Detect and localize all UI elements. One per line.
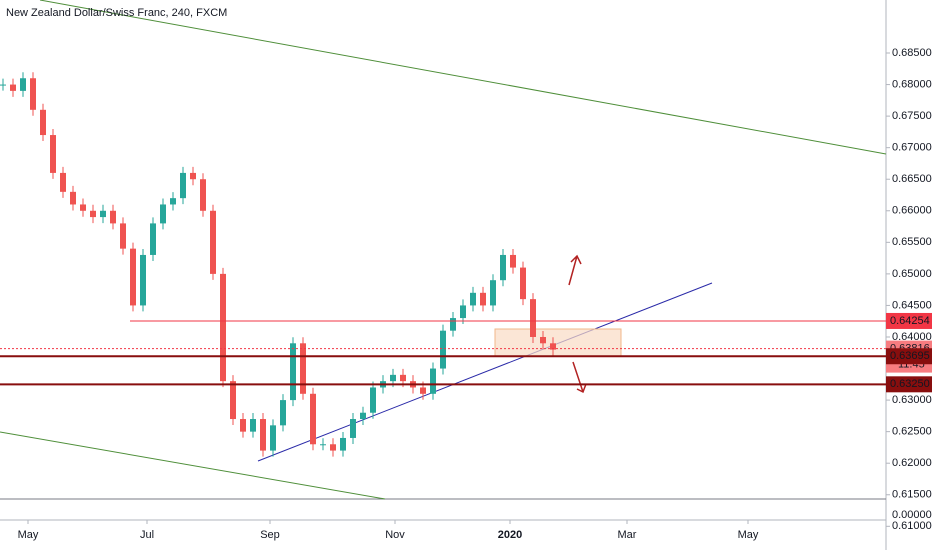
candle (230, 381, 236, 420)
price-tag-label: 0.64254 (890, 315, 930, 327)
chart-title: New Zealand Dollar/Swiss Franc, 240, FXC… (6, 7, 227, 19)
y-tick-label: 0.66500 (892, 173, 932, 185)
x-tick-label: Jul (140, 529, 154, 541)
candle (360, 412, 366, 420)
candle (540, 336, 546, 344)
candle (280, 400, 286, 426)
price-tag-label: 0.63250 (890, 378, 930, 390)
x-tick-label: Nov (385, 529, 405, 541)
candle (30, 78, 36, 110)
candle (190, 172, 196, 180)
x-tick-label: Mar (618, 529, 637, 541)
candle (160, 204, 166, 224)
y-tick-label: 0.66000 (892, 205, 932, 217)
trend-line (257, 282, 713, 462)
y-tick-label: 0.67000 (892, 142, 932, 154)
x-tick-label: 2020 (498, 529, 522, 541)
y-tick-label: 0.63000 (892, 394, 932, 406)
candle (70, 191, 76, 205)
price-tag (886, 312, 932, 329)
candle (420, 387, 426, 394)
candle (130, 248, 136, 306)
candle (110, 210, 116, 224)
y-tick-label: 0.67500 (892, 110, 932, 122)
y-tick-label: 0.65000 (892, 268, 932, 280)
price-tag-label: 0.63695 (890, 350, 930, 362)
y-tick-label: 0.64000 (892, 331, 932, 343)
candle (240, 419, 246, 432)
candle (40, 109, 46, 136)
candle (550, 343, 556, 350)
x-tick-label: May (738, 529, 759, 541)
y-tick-label: 0.62000 (892, 457, 932, 469)
candle (340, 437, 346, 451)
candle (150, 223, 156, 255)
candle (80, 204, 86, 211)
candle (0, 84, 6, 86)
y-tick-label: 0.68000 (892, 78, 932, 90)
price-tag (886, 348, 932, 365)
candle (460, 305, 466, 319)
candle (260, 419, 266, 451)
candle (300, 343, 306, 394)
channel-bottom-line (0, 431, 386, 500)
candle (50, 135, 56, 173)
candle (480, 292, 486, 306)
candle (510, 254, 516, 268)
candle (520, 267, 526, 300)
candle (370, 387, 376, 413)
candle (290, 343, 296, 401)
candle (500, 254, 506, 281)
candle (330, 444, 336, 451)
candle (60, 172, 66, 192)
candle (100, 210, 106, 218)
candle (450, 318, 456, 331)
arrows (568, 254, 587, 394)
bottom-scale-label: 0.00000 (892, 509, 932, 521)
candle (470, 292, 476, 306)
y-tick-label: 0.61500 (892, 489, 932, 501)
price-tag (886, 376, 932, 393)
candle (220, 273, 226, 382)
candle (430, 368, 436, 394)
channel-top-line (39, 0, 887, 155)
candle (350, 419, 356, 438)
candle (390, 374, 396, 382)
candle (20, 78, 26, 91)
candle (210, 210, 216, 274)
arrow-down (572, 361, 587, 394)
zone-box (494, 328, 622, 357)
candle (530, 299, 536, 337)
candle (310, 393, 316, 445)
candle (120, 223, 126, 249)
y-tick-label: 0.68500 (892, 47, 932, 59)
candle (400, 374, 406, 382)
candle (90, 210, 96, 218)
candle (440, 330, 446, 369)
candle (180, 172, 186, 199)
y-tick-label: 0.65500 (892, 236, 932, 248)
candle (250, 419, 256, 432)
x-tick-label: Sep (260, 529, 280, 541)
candle (200, 179, 206, 211)
candle (490, 280, 496, 306)
arrow-up (568, 254, 582, 286)
y-tick-label: 0.61000 (892, 520, 932, 532)
candle (140, 254, 146, 306)
candle (10, 84, 16, 91)
candle (170, 198, 176, 205)
x-tick-label: May (18, 529, 39, 541)
y-tick-label: 0.62500 (892, 426, 932, 438)
candle (270, 425, 276, 451)
candle (320, 444, 326, 446)
y-tick-label: 0.64500 (892, 299, 932, 311)
